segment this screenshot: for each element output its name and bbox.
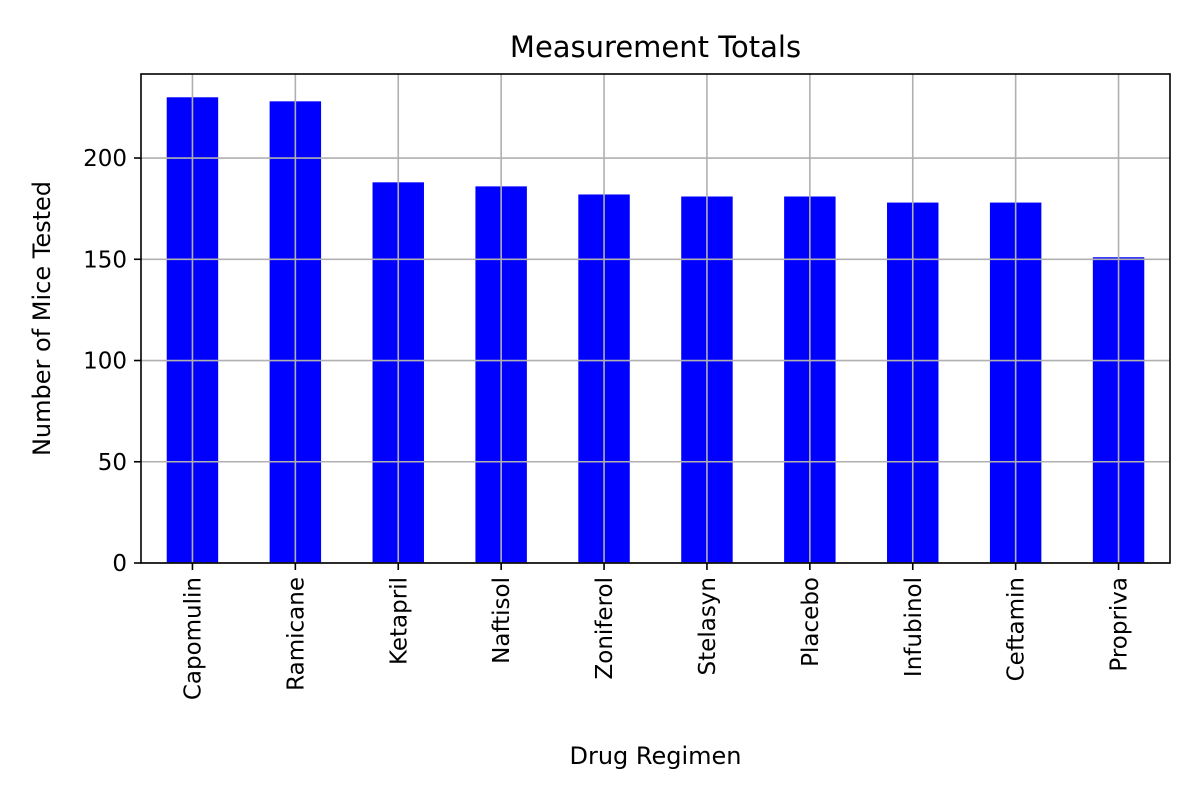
x-axis-label: Drug Regimen [569, 742, 741, 770]
x-tick-label: Naftisol [489, 577, 515, 664]
x-tick-label: Placebo [798, 577, 824, 667]
x-tick-label: Ramicane [283, 577, 309, 691]
x-tick-label: Infubinol [901, 577, 927, 677]
x-tick-label: Stelasyn [695, 577, 721, 675]
y-axis-label: Number of Mice Tested [28, 181, 56, 456]
axes-frame [140, 73, 1171, 564]
x-tick-label: Ketapril [386, 577, 412, 665]
x-tick-label: Propriva [1107, 577, 1133, 672]
chart-title: Measurement Totals [510, 30, 801, 64]
plot-area [140, 73, 1171, 564]
y-tick-label: 150 [83, 247, 127, 273]
x-tick-label: Capomulin [180, 577, 206, 700]
y-tick-label: 200 [83, 146, 127, 172]
x-tick-label: Zoniferol [592, 577, 618, 679]
x-tick-label: Ceftamin [1004, 577, 1030, 681]
y-axis-ticks: 0 50 100 150 200 [83, 146, 141, 577]
y-tick-label: 50 [98, 450, 127, 476]
y-tick-label: 0 [112, 551, 127, 577]
y-tick-label: 100 [83, 349, 127, 375]
x-axis-ticks: Capomulin Ramicane Ketapril Naftisol Zonifer… [180, 563, 1133, 700]
